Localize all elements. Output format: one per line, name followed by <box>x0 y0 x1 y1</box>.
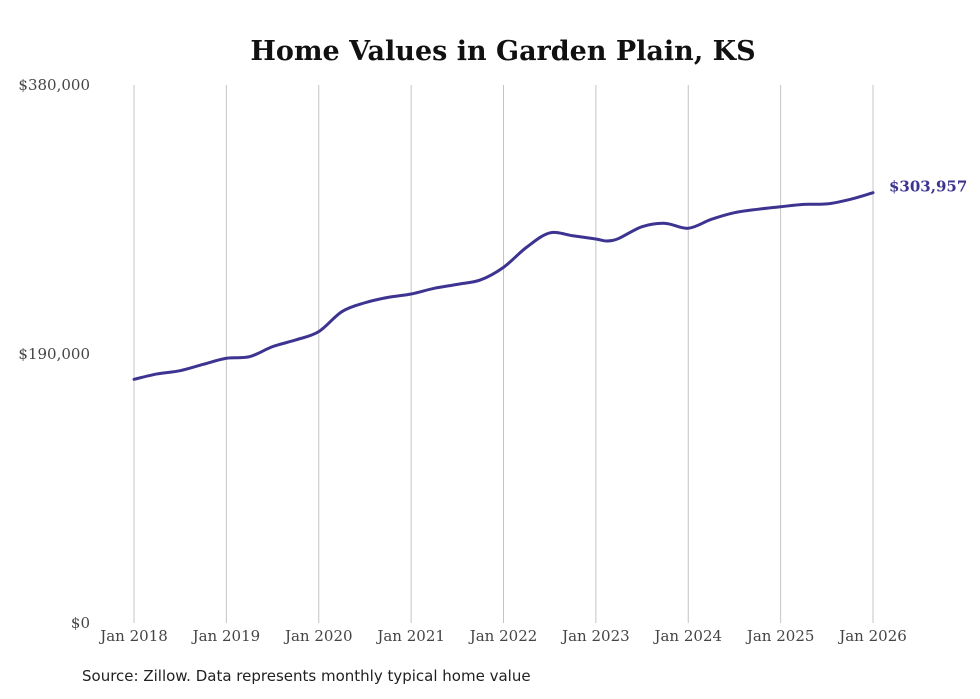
source-note: Source: Zillow. Data represents monthly … <box>82 667 531 685</box>
x-tick-label: Jan 2025 <box>745 627 815 645</box>
x-tick-label: Jan 2018 <box>98 627 168 645</box>
end-value-label: $303,957 <box>889 178 967 196</box>
y-tick-label: $380,000 <box>18 76 90 94</box>
x-tick-label: Jan 2020 <box>283 627 353 645</box>
x-tick-label: Jan 2022 <box>468 627 538 645</box>
x-tick-label: Jan 2021 <box>375 627 445 645</box>
x-tick-label: Jan 2023 <box>560 627 630 645</box>
x-tick-label: Jan 2019 <box>191 627 261 645</box>
y-tick-label: $190,000 <box>18 345 90 363</box>
x-tick-label: Jan 2026 <box>837 627 907 645</box>
y-tick-label: $0 <box>71 614 90 632</box>
chart-title: Home Values in Garden Plain, KS <box>250 36 755 67</box>
series-line <box>132 191 875 381</box>
x-tick-label: Jan 2024 <box>652 627 722 645</box>
